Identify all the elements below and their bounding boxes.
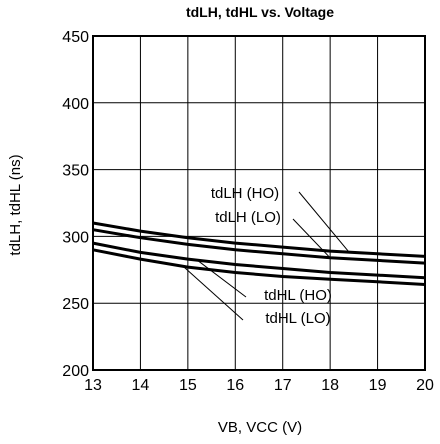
y-tick-label: 350 (62, 163, 89, 180)
x-axis-title: VB, VCC (V) (218, 419, 302, 436)
annotation-leader-line (298, 191, 350, 253)
series-line-tdlh-lo (92, 228, 426, 265)
series-annotation-label: tdLH (HO) (211, 185, 279, 202)
annotation-leader-line (182, 265, 244, 321)
series-annotation-label: tdHL (LO) (265, 310, 330, 327)
x-tick-label: 19 (369, 377, 387, 394)
y-tick-label: 200 (62, 363, 89, 380)
series-line-tdhl-ho (92, 241, 426, 280)
series-annotation-label: tdLH (LO) (215, 209, 281, 226)
series-annotations: tdLH (HO) tdLH (LO) tdHL (HO) tdHL (LO) (182, 185, 350, 327)
x-tick-label: 13 (84, 377, 102, 394)
y-tick-label: 300 (62, 229, 89, 246)
x-tick-label: 15 (179, 377, 197, 394)
x-tick-label: 17 (274, 377, 292, 394)
plot-frame (92, 35, 426, 371)
y-tick-label: 400 (62, 96, 89, 113)
series-line-tdhl-lo (92, 248, 426, 286)
series-line-tdlh-ho (92, 221, 426, 258)
y-tick-label: 450 (62, 29, 89, 46)
series-lines (92, 221, 426, 286)
annotation-leader-line (292, 218, 331, 259)
x-tick-label: 16 (226, 377, 244, 394)
x-tick-label: 14 (132, 377, 150, 394)
chart-title: tdLH, tdHL vs. Voltage (186, 4, 334, 20)
tick-labels: 13 14 15 16 17 18 19 20 200 250 300 350 400 450 (62, 29, 434, 394)
y-tick-label: 250 (62, 296, 89, 313)
annotation-leader-line (196, 259, 247, 298)
x-tick-label: 18 (321, 377, 339, 394)
series-annotation-label: tdHL (HO) (264, 287, 332, 304)
y-axis-title: tdLH, tdHL (ns) (7, 154, 24, 255)
x-tick-label: 20 (416, 377, 434, 394)
grid (92, 35, 426, 371)
